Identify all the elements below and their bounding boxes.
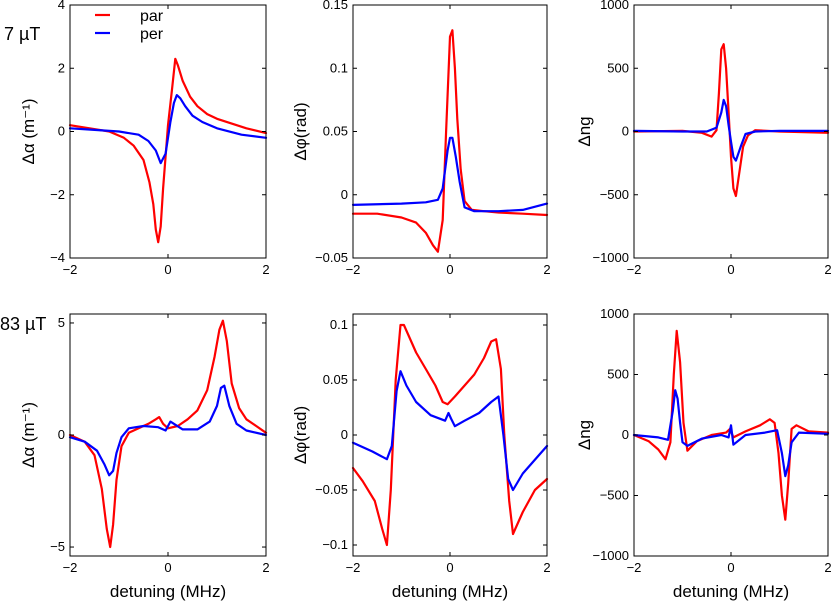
- series-par-line: [632, 43, 830, 198]
- series-per-line: [351, 136, 549, 213]
- x-tick-label: 0: [164, 262, 171, 277]
- panel-r0-c1: −2 0 2 −0.05 0 0.05 0.1 0.15 Δφ(rad): [291, 0, 551, 277]
- series-par-line: [68, 319, 268, 549]
- x-tick-label: 0: [164, 560, 171, 575]
- y-tick-label: 0.15: [323, 0, 348, 12]
- x-axis-label: detuning (MHz): [673, 582, 789, 601]
- y-tick-label: −2: [50, 187, 65, 202]
- x-tick-label: −2: [63, 262, 78, 277]
- y-tick-label: 500: [607, 60, 629, 75]
- y-tick-label: 0.05: [323, 124, 348, 139]
- x-tick-label: 0: [446, 262, 453, 277]
- y-tick-label: 1000: [600, 306, 629, 321]
- series-par-line: [351, 323, 549, 547]
- x-tick-label: 2: [262, 560, 269, 575]
- panel-r1-c0: −2 0 2 −5 0 5 Δα (m⁻¹) detuning (MHz): [19, 313, 270, 601]
- series-per-line: [68, 93, 268, 165]
- x-tick-label: −2: [63, 560, 78, 575]
- axes-frame: [352, 313, 548, 557]
- x-tick-label: 2: [824, 262, 831, 277]
- x-tick-label: 0: [727, 560, 734, 575]
- y-axis-label: Δng: [575, 116, 594, 146]
- y-tick-label: −500: [600, 488, 629, 503]
- y-tick-label: −5: [50, 539, 65, 554]
- x-tick-label: 2: [262, 262, 269, 277]
- y-tick-label: 0: [58, 427, 65, 442]
- y-tick-label: 1000: [600, 0, 629, 12]
- x-tick-label: 0: [727, 262, 734, 277]
- row-label-7uT: 7 µT: [4, 24, 40, 44]
- y-tick-label: −4: [50, 250, 65, 265]
- y-axis-label: Δng: [575, 420, 594, 450]
- row-label-83uT: 83 µT: [0, 314, 46, 334]
- x-tick-label: 2: [543, 560, 550, 575]
- y-tick-label: 0: [58, 124, 65, 139]
- y-tick-label: 0.05: [323, 372, 348, 387]
- y-tick-label: −0.1: [322, 537, 348, 552]
- y-axis-label: Δφ(rad): [291, 102, 310, 160]
- y-tick-label: −0.05: [315, 482, 348, 497]
- x-tick-label: 2: [543, 262, 550, 277]
- y-tick-label: −1000: [592, 250, 629, 265]
- y-tick-label: 2: [58, 60, 65, 75]
- axes-frame: [69, 313, 267, 557]
- y-tick-label: −1000: [592, 548, 629, 563]
- y-tick-label: −0.05: [315, 250, 348, 265]
- legend: par per: [95, 8, 164, 43]
- y-tick-label: 0: [622, 427, 629, 442]
- y-axis-label: Δφ(rad): [291, 406, 310, 464]
- series-per-line: [351, 370, 549, 492]
- y-tick-label: 0: [341, 187, 348, 202]
- y-axis-label: Δα (m⁻¹): [19, 98, 38, 164]
- y-tick-label: −500: [600, 187, 629, 202]
- y-tick-label: 0.1: [330, 317, 348, 332]
- y-tick-label: 5: [58, 315, 65, 330]
- y-tick-label: 0: [622, 124, 629, 139]
- x-tick-label: −2: [627, 262, 642, 277]
- y-axis-label: Δα (m⁻¹): [19, 402, 38, 468]
- panel-r1-c1: −2 0 2 −0.1 −0.05 0 0.05 0.1 Δφ(rad) detuning (MH…: [291, 313, 551, 601]
- x-tick-label: 0: [446, 560, 453, 575]
- x-axis-label: detuning (MHz): [110, 582, 226, 601]
- series-per-line: [68, 384, 268, 477]
- y-tick-label: 0: [341, 427, 348, 442]
- y-tick-label: 0.1: [330, 60, 348, 75]
- axes-frame: [633, 313, 829, 557]
- panel-r0-c2: −2 0 2 −1000 −500 0 500 1000 Δng: [575, 0, 831, 277]
- x-tick-label: −2: [346, 262, 361, 277]
- panel-r1-c2: −2 0 2 −1000 −500 0 500 1000 Δng detuning (MHz): [575, 306, 831, 601]
- x-tick-label: 2: [824, 560, 831, 575]
- series-par-line: [68, 57, 268, 244]
- series-per-line: [632, 389, 830, 478]
- x-axis-label: detuning (MHz): [392, 582, 508, 601]
- legend-label-par: par: [140, 8, 164, 25]
- y-tick-label: 500: [607, 367, 629, 382]
- x-tick-label: −2: [627, 560, 642, 575]
- legend-label-per: per: [140, 26, 164, 43]
- y-tick-label: 4: [58, 0, 65, 12]
- x-tick-label: −2: [346, 560, 361, 575]
- series-per-line: [632, 98, 830, 162]
